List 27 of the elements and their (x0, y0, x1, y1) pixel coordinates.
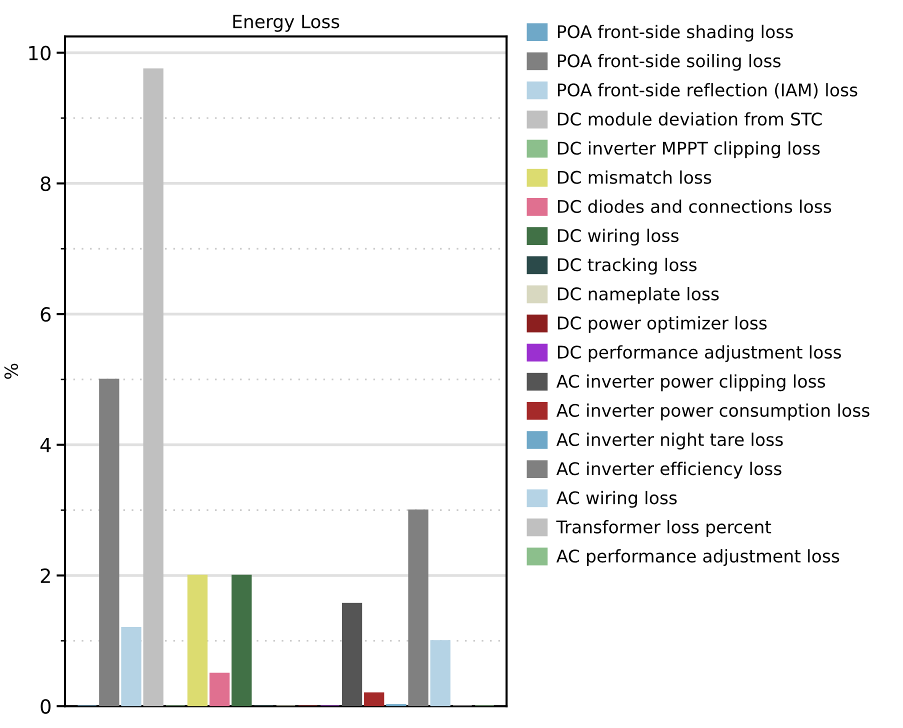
legend-label: DC wiring loss (558, 228, 679, 246)
legend-label: POA front-side shading loss (558, 24, 793, 42)
y-axis-title: % (4, 364, 18, 379)
legend-label: AC inverter efficiency loss (556, 462, 782, 479)
legend-label: AC inverter power consumption loss (556, 404, 870, 420)
y-tick-label: 6 (40, 307, 51, 322)
legend-label: DC performance adjustment loss (558, 345, 841, 362)
y-tick-label: 4 (40, 438, 51, 452)
legend-label: DC inverter MPPT clipping loss (558, 141, 820, 158)
y-tick-label: 2 (40, 568, 50, 583)
legend-label: DC power optimizer loss (558, 316, 767, 333)
legend-label: DC diodes and connections loss (558, 200, 832, 214)
legend-label: DC module deviation from STC (558, 112, 822, 126)
legend-label: AC performance adjustment loss (556, 549, 840, 566)
chart-title: Energy Loss (233, 14, 340, 32)
legend-label: AC inverter night tare loss (556, 432, 783, 450)
legend-label: DC mismatch loss (558, 170, 712, 184)
legend-label: Transformer loss percent (556, 520, 772, 537)
legend-label: AC wiring loss (556, 490, 677, 508)
legend-label: DC nameplate loss (558, 287, 719, 304)
y-tick-label: 10 (29, 46, 51, 60)
legend-label: DC tracking loss (558, 258, 697, 275)
y-tick-label: 8 (40, 176, 50, 192)
y-tick-label: 0 (40, 699, 51, 714)
legend-label: POA front-side soiling loss (558, 54, 781, 71)
legend-label: AC inverter power clipping loss (556, 374, 826, 392)
legend-label: POA front-side reflection (IAM) loss (558, 83, 858, 99)
